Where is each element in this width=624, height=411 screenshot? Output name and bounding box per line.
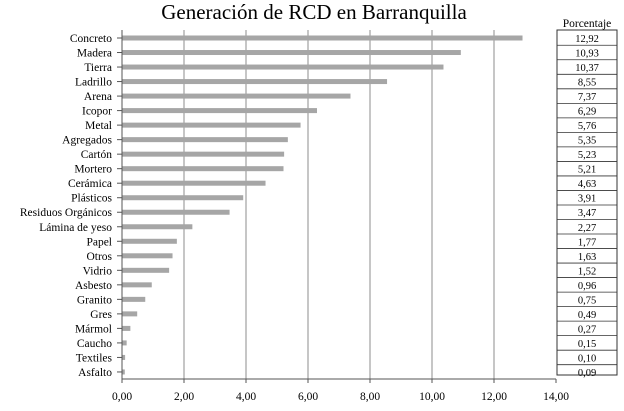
- category-label: Residuos Orgánicos: [20, 207, 113, 219]
- bar: [122, 35, 523, 41]
- bar: [122, 311, 138, 317]
- x-axis: 0,00 2,00 4,00 6,00 8,00 10,00 12,00 14,00: [112, 30, 569, 403]
- category-label: Granito: [77, 294, 112, 306]
- table-cell-value: 6,29: [578, 107, 596, 118]
- category-label: Mortero: [74, 164, 112, 176]
- x-tick-label: 4,00: [236, 391, 256, 403]
- x-tick-label: 10,00: [419, 391, 445, 403]
- category-label: Agregados: [62, 135, 112, 147]
- chart-title: Generación de RCD en Barranquilla: [161, 0, 467, 24]
- category-label: Metal: [85, 120, 112, 132]
- x-tick-label: 14,00: [543, 391, 569, 403]
- bar: [122, 369, 125, 375]
- category-label: Lámina de yeso: [39, 222, 112, 234]
- table-cell-value: 0,96: [578, 281, 596, 292]
- category-label: Asbesto: [75, 280, 112, 292]
- bar: [122, 238, 177, 244]
- bar: [122, 282, 152, 288]
- category-label: Asfalto: [78, 367, 112, 379]
- table-cell-value: 5,76: [578, 121, 596, 132]
- category-label: Cartón: [81, 149, 113, 161]
- category-labels: Concreto Madera Tierra Ladrillo Arena Icopor M…: [20, 33, 113, 379]
- bar: [122, 224, 193, 230]
- table-cell-value: 10,93: [575, 49, 599, 60]
- x-tick-label: 6,00: [298, 391, 318, 403]
- x-tick-label: 0,00: [112, 391, 132, 403]
- table-cell-value: 1,52: [578, 266, 596, 277]
- table-cell-value: 0,10: [578, 353, 596, 364]
- table-cell-value: 0,49: [578, 310, 596, 321]
- table-cell-value: 4,63: [578, 179, 596, 190]
- bar: [122, 340, 127, 346]
- bar: [122, 195, 244, 201]
- table-cell-value: 5,23: [578, 150, 596, 161]
- category-label: Vidrio: [83, 265, 113, 277]
- category-label: Otros: [86, 251, 112, 263]
- bar: [122, 64, 444, 70]
- category-label: Madera: [77, 48, 112, 60]
- category-label: Icopor: [82, 106, 112, 118]
- category-label: Gres: [90, 309, 112, 321]
- table-cell-value: 0,09: [578, 368, 596, 379]
- category-label: Textiles: [76, 352, 113, 364]
- x-tick-label: 2,00: [174, 391, 194, 403]
- bar: [122, 267, 170, 273]
- bar: [122, 296, 146, 302]
- bar: [122, 166, 284, 172]
- table-cell-value: 5,35: [578, 136, 596, 147]
- table-border: [556, 29, 618, 376]
- category-label: Tierra: [84, 62, 112, 74]
- table-cell-value: 10,37: [575, 63, 599, 74]
- table-cell-value: 3,91: [578, 194, 596, 205]
- table-cell-value: 8,55: [578, 78, 596, 89]
- category-label: Plásticos: [71, 193, 112, 205]
- table-cell-value: 0,15: [578, 339, 596, 350]
- table-cell-value: 0,27: [578, 324, 596, 335]
- table-cell-value: 1,77: [578, 237, 596, 248]
- table-cell-value: 1,63: [578, 252, 596, 263]
- table-cell-value: 7,37: [578, 92, 596, 103]
- bar: [122, 151, 285, 157]
- table-cell-value: 5,21: [578, 165, 596, 176]
- table-header: Porcentaje: [563, 18, 612, 30]
- category-label: Concreto: [70, 33, 112, 45]
- bar: [122, 180, 266, 186]
- bar: [122, 93, 351, 99]
- bar: [122, 79, 388, 85]
- bar: [122, 253, 173, 259]
- percentage-table: Porcentaje 12,92 10,93 10,37 8,55 7,37 6,29 5,…: [556, 18, 618, 379]
- table-cell-value: 0,75: [578, 295, 596, 306]
- category-label: Caucho: [77, 338, 112, 350]
- table-cell-value: 2,27: [578, 223, 596, 234]
- table-cell-value: 3,47: [578, 208, 596, 219]
- bar: [122, 108, 317, 114]
- x-tick-label: 12,00: [481, 391, 507, 403]
- bars: [122, 35, 523, 375]
- bar: [122, 50, 461, 56]
- grid-lines: [183, 30, 495, 379]
- x-tick-label: 8,00: [360, 391, 380, 403]
- category-label: Arena: [84, 91, 112, 103]
- category-label: Papel: [86, 236, 112, 248]
- category-label: Mármol: [75, 323, 112, 335]
- bar: [122, 122, 301, 128]
- table-cell-value: 12,92: [575, 34, 599, 45]
- bar: [122, 354, 126, 360]
- bar: [122, 137, 288, 143]
- bar: [122, 209, 230, 215]
- category-label: Ladrillo: [75, 77, 112, 89]
- category-label: Cerámica: [68, 178, 112, 190]
- bar: [122, 325, 131, 331]
